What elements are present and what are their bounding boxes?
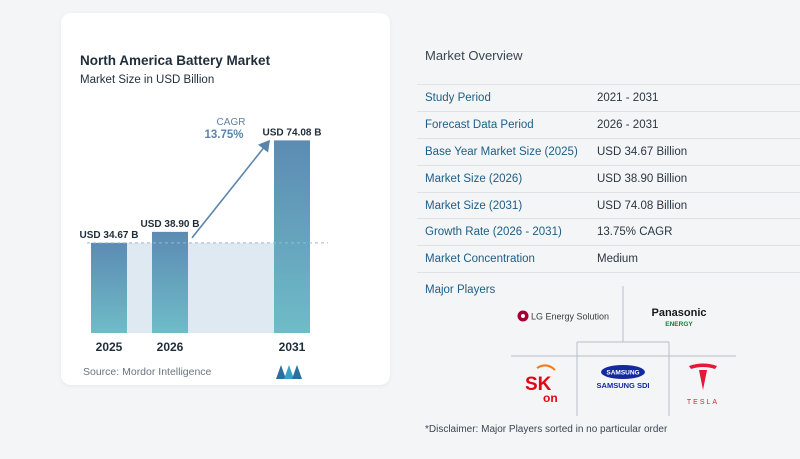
data-label-2026: USD 38.90 B xyxy=(141,219,200,230)
overview-row: Base Year Market Size (2025) USD 34.67 Bi… xyxy=(417,138,800,166)
source-text: Source: Mordor Intelligence xyxy=(83,366,212,378)
sk-on-logo: SK on xyxy=(525,364,558,405)
reference-band xyxy=(91,242,310,333)
cagr-arrow xyxy=(191,139,270,239)
tesla-label: TESLA xyxy=(687,399,719,406)
x-tick-2026: 2026 xyxy=(157,340,184,354)
panasonic-sub-label: ENERGY xyxy=(665,321,693,328)
overview-row: Market Size (2026) USD 38.90 Billion xyxy=(417,165,800,193)
bar-chart: USD 34.67 B 2025 USD 38.90 B 2026 USD 74.08 … xyxy=(80,117,328,354)
samsung-sdi-logo: SAMSUNG SAMSUNG SDI xyxy=(597,365,650,390)
lg-energy-logo: LG Energy Solution xyxy=(517,310,609,322)
overview-value: 2026 - 2031 xyxy=(590,111,800,139)
sk-label: SK xyxy=(525,374,552,395)
overview-key: Growth Rate (2026 - 2031) xyxy=(417,218,590,247)
overview-table: Study Period 2021 - 2031 Forecast Data Per… xyxy=(417,84,800,274)
overview-key: Forecast Data Period xyxy=(417,111,590,139)
overview-row: Study Period 2021 - 2031 xyxy=(417,84,800,112)
overview-value: USD 34.67 Billion xyxy=(590,138,800,166)
overview-row: Market Concentration Medium xyxy=(417,245,800,274)
cagr-value: 13.75% xyxy=(204,129,243,141)
samsung-label: SAMSUNG xyxy=(606,370,639,377)
bar-2031 xyxy=(274,140,310,333)
overview-row: Market Size (2031) USD 74.08 Billion xyxy=(417,192,800,220)
chart-title: North America Battery Market xyxy=(80,53,271,68)
overview-row: Growth Rate (2026 - 2031) 13.75% CAGR xyxy=(417,218,800,247)
samsung-sdi-label: SAMSUNG SDI xyxy=(597,381,650,390)
bar-2026 xyxy=(152,231,188,333)
sk-sub-label: on xyxy=(543,391,558,405)
overview-key: Market Size (2031) xyxy=(417,192,590,220)
x-tick-2031: 2031 xyxy=(279,340,306,354)
overview-key: Market Concentration xyxy=(417,245,590,274)
chart-card: USD 34.67 B 2025 USD 38.90 B 2026 USD 74.08 … xyxy=(61,13,390,385)
bar-2025 xyxy=(91,242,127,333)
panasonic-label: Panasonic xyxy=(651,307,706,319)
market-overview-panel: Market Overview Study Period 2021 - 2031 F… xyxy=(413,0,800,459)
overview-row: Forecast Data Period 2026 - 2031 xyxy=(417,111,800,139)
major-players-logos: LG Energy Solution Panasonic ENERGY SK o… xyxy=(511,286,736,416)
overview-value: 13.75% CAGR xyxy=(590,218,800,247)
mordor-logo-icon xyxy=(276,365,302,379)
overview-key: Market Size (2026) xyxy=(417,165,590,193)
overview-key: Base Year Market Size (2025) xyxy=(417,138,590,166)
overview-key: Study Period xyxy=(417,84,590,112)
cagr-label: CAGR xyxy=(217,117,246,128)
tesla-logo: TESLA xyxy=(687,363,719,406)
chart-subtitle: Market Size in USD Billion xyxy=(80,74,215,86)
panasonic-logo: Panasonic ENERGY xyxy=(651,307,706,328)
overview-value: USD 38.90 Billion xyxy=(590,165,800,193)
overview-value: 2021 - 2031 xyxy=(590,84,800,112)
overview-value: Medium xyxy=(590,245,800,274)
lg-label: LG Energy Solution xyxy=(531,312,609,322)
overview-value: USD 74.08 Billion xyxy=(590,192,800,220)
data-label-2025: USD 34.67 B xyxy=(80,230,139,241)
x-tick-2025: 2025 xyxy=(96,340,123,354)
major-players-title: Major Players xyxy=(425,284,496,296)
data-label-2031: USD 74.08 B xyxy=(263,127,322,138)
overview-title: Market Overview xyxy=(425,48,523,63)
disclaimer: *Disclaimer: Major Players sorted in no … xyxy=(425,424,668,435)
